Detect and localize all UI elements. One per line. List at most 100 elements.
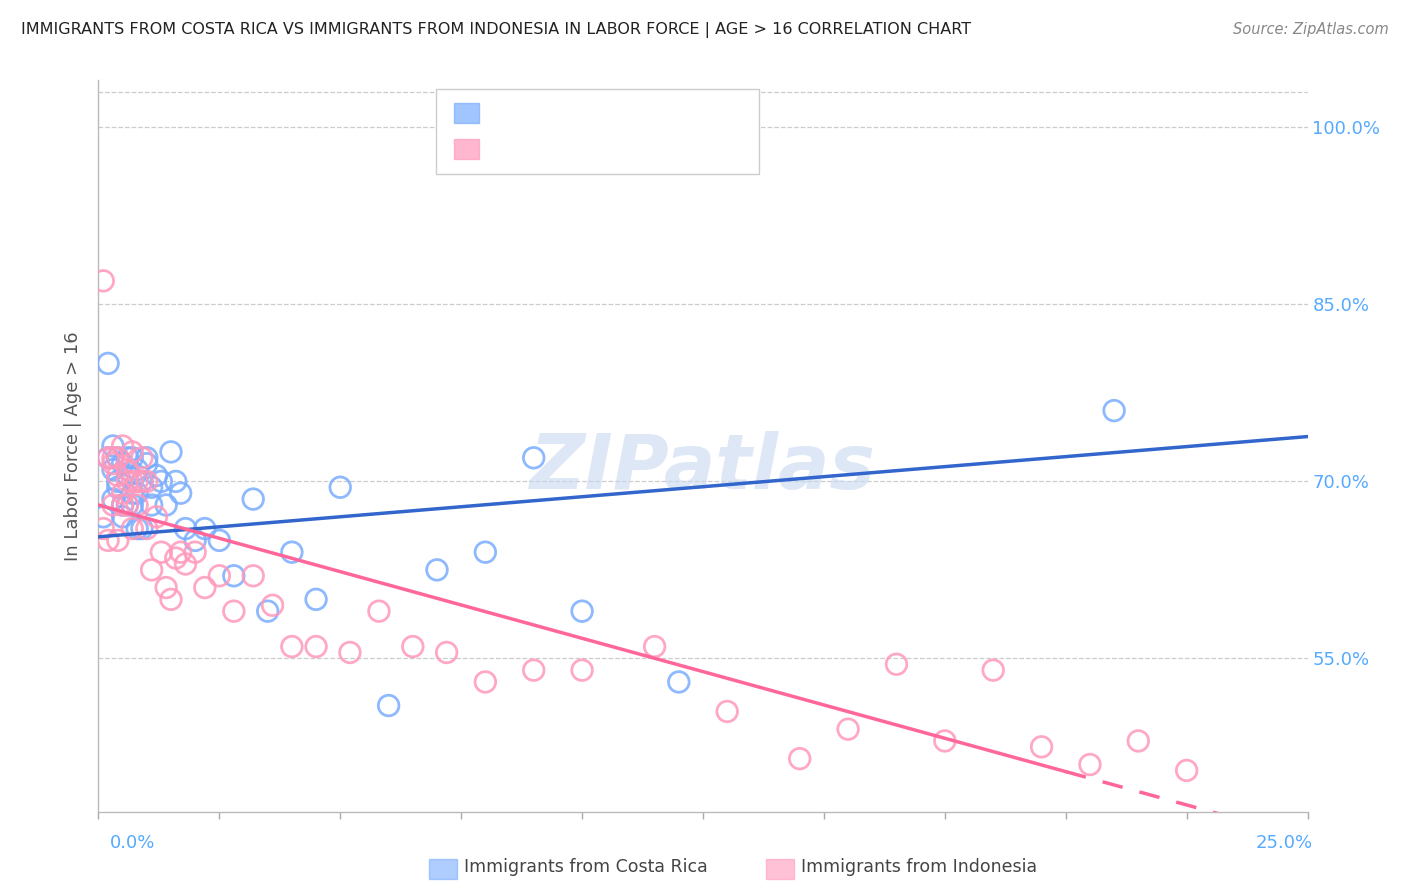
Point [184, 533, 207, 548]
Point [716, 705, 738, 719]
Point [150, 475, 173, 489]
Point [329, 480, 352, 494]
Point [145, 468, 167, 483]
Point [135, 450, 157, 465]
Point [97, 450, 120, 465]
Text: ZIPatlas: ZIPatlas [530, 431, 876, 505]
Point [141, 498, 163, 512]
Point [111, 509, 134, 524]
Point [169, 545, 191, 559]
Point [886, 657, 908, 672]
Point [101, 450, 124, 465]
Point [281, 640, 304, 654]
Point [101, 492, 124, 507]
Point [571, 663, 593, 677]
Point [436, 645, 458, 659]
Point [368, 604, 391, 618]
Point [281, 545, 304, 559]
Point [97, 533, 120, 548]
Point [91, 522, 114, 536]
Point [127, 522, 149, 536]
Point [97, 356, 120, 370]
Point [222, 604, 245, 618]
Text: 0.0%: 0.0% [110, 834, 155, 852]
Point [117, 475, 139, 489]
Text: IMMIGRANTS FROM COSTA RICA VS IMMIGRANTS FROM INDONESIA IN LABOR FORCE | AGE > 1: IMMIGRANTS FROM COSTA RICA VS IMMIGRANTS… [21, 22, 972, 38]
Point [91, 509, 114, 524]
Point [127, 475, 149, 489]
Text: Immigrants from Indonesia: Immigrants from Indonesia [801, 858, 1038, 876]
Point [165, 551, 187, 566]
Point [160, 445, 183, 459]
Text: 25.0%: 25.0% [1256, 834, 1313, 852]
Point [474, 675, 496, 690]
Point [131, 475, 153, 489]
Text: N =: N = [598, 139, 640, 159]
Text: Source: ZipAtlas.com: Source: ZipAtlas.com [1233, 22, 1389, 37]
Point [208, 533, 231, 548]
Point [141, 480, 163, 494]
Point [135, 457, 157, 471]
Point [127, 486, 149, 500]
Point [117, 462, 139, 476]
Point [339, 645, 361, 659]
Point [1031, 739, 1053, 754]
Point [174, 522, 197, 536]
Text: 0.208: 0.208 [530, 103, 589, 123]
Point [101, 462, 124, 476]
Point [523, 450, 546, 465]
Point [262, 599, 284, 613]
Point [571, 604, 593, 618]
Point [107, 475, 129, 489]
Point [1078, 757, 1101, 772]
Point [131, 475, 153, 489]
Point [117, 450, 139, 465]
Point [377, 698, 399, 713]
Point [222, 568, 245, 582]
Point [117, 498, 139, 512]
Point [256, 604, 278, 618]
Point [127, 462, 149, 476]
Point [111, 498, 134, 512]
Point [135, 475, 157, 489]
Point [121, 498, 143, 512]
Point [155, 581, 177, 595]
Point [1128, 734, 1150, 748]
Text: -0.471: -0.471 [530, 139, 596, 159]
Point [127, 498, 149, 512]
Point [837, 722, 859, 736]
Point [1175, 764, 1198, 778]
Point [194, 581, 217, 595]
Point [107, 533, 129, 548]
Point [981, 663, 1004, 677]
Point [131, 522, 153, 536]
Point [160, 592, 183, 607]
Point [668, 675, 690, 690]
Point [117, 498, 139, 512]
Point [111, 457, 134, 471]
Point [131, 450, 153, 465]
Point [107, 450, 129, 465]
Point [141, 563, 163, 577]
Point [101, 498, 124, 512]
Point [121, 522, 143, 536]
Point [121, 445, 143, 459]
Point [789, 751, 811, 765]
Point [426, 563, 449, 577]
Point [111, 439, 134, 453]
Point [184, 545, 207, 559]
Point [91, 274, 114, 288]
Point [150, 545, 173, 559]
Point [117, 468, 139, 483]
Point [121, 486, 143, 500]
Point [97, 450, 120, 465]
Point [1102, 403, 1125, 417]
Point [523, 663, 546, 677]
Point [305, 640, 328, 654]
Point [121, 475, 143, 489]
Point [305, 592, 328, 607]
Point [242, 492, 264, 507]
Point [135, 522, 157, 536]
Point [402, 640, 425, 654]
Text: 50: 50 [636, 103, 661, 123]
